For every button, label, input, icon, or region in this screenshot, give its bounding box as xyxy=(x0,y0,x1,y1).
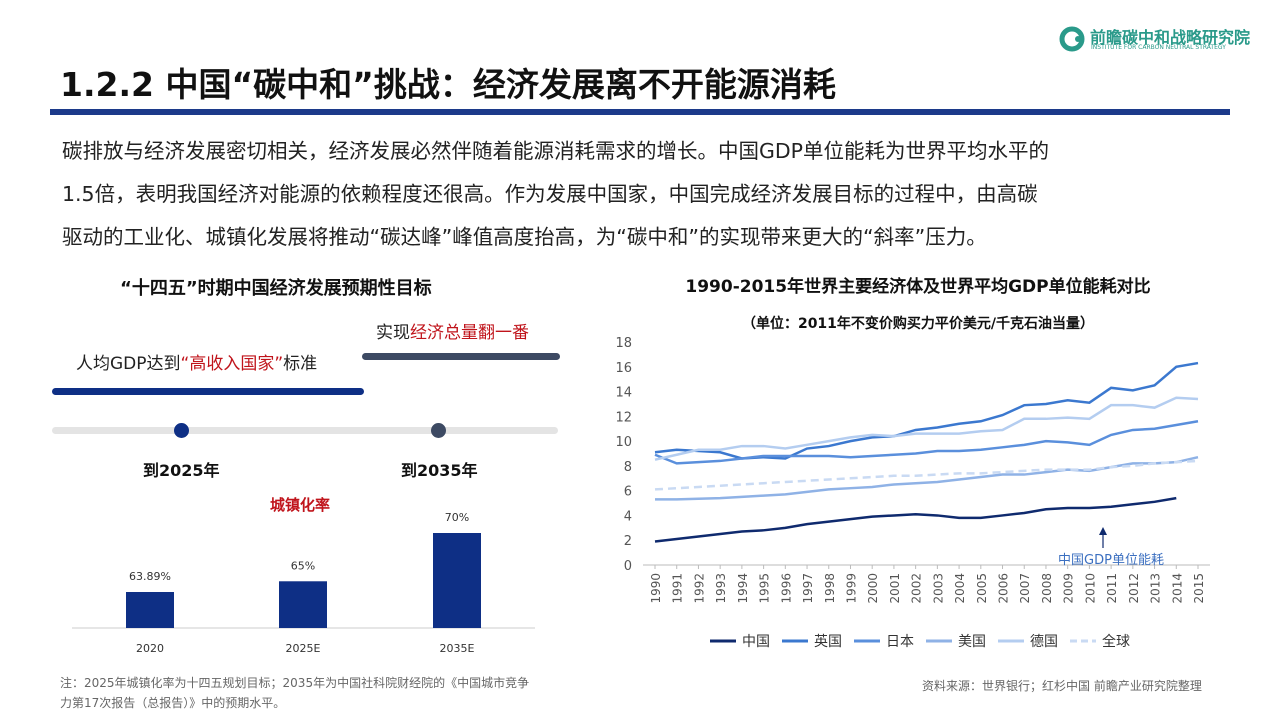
x-tick-label: 2035E xyxy=(440,642,475,655)
series-line xyxy=(654,496,1177,543)
x-tick-label: 2014 xyxy=(1170,573,1184,604)
chart-title: 1990-2015年世界主要经济体及世界平均GDP单位能耗对比 xyxy=(685,276,1150,297)
x-tick-label: 2008 xyxy=(1040,573,1054,604)
series-line xyxy=(654,361,1199,460)
x-tick-label: 2007 xyxy=(1018,573,1032,604)
y-tick-label: 0 xyxy=(624,559,632,574)
x-tick-label: 2002 xyxy=(910,573,924,604)
goal: 人均GDP达到“高收入国家”标准 xyxy=(76,349,317,374)
x-tick-label: 2020 xyxy=(136,642,164,655)
line-chart: 1990-2015年世界主要经济体及世界平均GDP单位能耗对比 （单位：2011年… xyxy=(615,276,1210,650)
legend-label: 全球 xyxy=(1102,633,1130,650)
x-tick-label: 1994 xyxy=(736,573,750,604)
timeline-track xyxy=(52,427,558,434)
legend-label: 中国 xyxy=(742,634,770,650)
legend-label: 英国 xyxy=(814,633,842,650)
y-tick-label: 14 xyxy=(615,386,632,401)
x-tick-label: 2010 xyxy=(1083,573,1097,604)
goal-text: 人均GDP达到 xyxy=(76,354,181,374)
annotation-arrowhead xyxy=(1099,527,1107,535)
x-tick-label: 1998 xyxy=(823,573,837,604)
goal-highlight: “高收入国家” xyxy=(180,354,284,374)
y-tick-label: 18 xyxy=(615,336,632,351)
goal-highlight: 经济总量翻一番 xyxy=(410,323,529,343)
x-tick-label: 1995 xyxy=(758,573,772,604)
x-tick-label: 2013 xyxy=(1149,573,1163,604)
milestone: 到2025年 xyxy=(143,461,220,480)
page-title: 1.2.2 中国“碳中和”挑战：经济发展离不开能源消耗 xyxy=(60,65,836,104)
goal-bar xyxy=(362,353,560,360)
goal-text: 标准 xyxy=(283,354,318,374)
legend-label: 日本 xyxy=(886,634,914,650)
timeline-title: “十四五”时期中国经济发展预期性目标 xyxy=(120,278,432,299)
paragraph-line: 碳排放与经济发展密切相关，经济发展必然伴随着能源消耗需求的增长。中国GDP单位能… xyxy=(62,139,1050,163)
logo-name: 前瞻碳中和战略研究院 xyxy=(1090,28,1251,47)
milestone: 到2035年 xyxy=(401,461,478,480)
source: 资料来源：世界银行；红杉中国 前瞻产业研究院整理 xyxy=(922,679,1202,693)
x-tick-label: 2025E xyxy=(286,642,321,655)
x-tick-label: 1997 xyxy=(801,573,815,604)
x-tick-label: 2015 xyxy=(1192,573,1206,604)
x-tick-label: 2003 xyxy=(931,573,945,604)
bar-chart: 城镇化率 63.89% 2020 65% 2025E 70% 2035E xyxy=(72,496,535,655)
y-tick-label: 4 xyxy=(624,509,632,524)
y-tick-label: 2 xyxy=(624,534,632,549)
x-tick-label: 1990 xyxy=(649,573,663,604)
annotation: 中国GDP单位能耗 xyxy=(1058,553,1164,568)
series-line xyxy=(654,420,1199,465)
chart-subtitle: （单位：2011年不变价购买力平价美元/千克石油当量） xyxy=(742,315,1094,332)
value-label: 63.89% xyxy=(129,570,171,583)
goal-text: 实现 xyxy=(376,323,410,343)
footnote: 注：2025年城镇化率为十四五规划目标；2035年为中国社科院财经院的《中国城市… xyxy=(60,676,530,710)
logo-subtitle: INSTITUTE FOR CARBON NEUTRAL STRATEGY xyxy=(1091,44,1226,51)
x-tick-label: 1991 xyxy=(671,573,685,604)
logo-icon xyxy=(1059,26,1085,52)
goal-bar xyxy=(52,388,364,395)
bar xyxy=(433,533,481,628)
x-tick-label: 2011 xyxy=(1105,573,1119,604)
x-tick-label: 2004 xyxy=(953,573,967,604)
paragraph-line: 1.5倍，表明我国经济对能源的依赖程度还很高。作为发展中国家，中国完成经济发展目… xyxy=(62,182,1038,206)
y-tick-label: 8 xyxy=(624,460,632,475)
y-tick-label: 12 xyxy=(615,410,632,425)
x-tick-label: 2005 xyxy=(975,573,989,604)
x-tick-label: 2000 xyxy=(866,573,880,604)
title-rule xyxy=(50,109,1230,115)
y-tick-label: 6 xyxy=(624,485,632,500)
bar xyxy=(126,592,174,628)
x-tick-label: 1999 xyxy=(844,573,858,604)
bar xyxy=(279,581,327,628)
y-tick-label: 10 xyxy=(615,435,632,450)
x-tick-label: 1993 xyxy=(714,573,728,604)
x-tick-label: 2006 xyxy=(997,573,1011,604)
legend-label: 美国 xyxy=(958,634,986,650)
value-label: 65% xyxy=(291,559,315,572)
series-line xyxy=(655,455,1199,501)
x-tick-label: 1996 xyxy=(779,573,793,604)
timeline-dot xyxy=(431,423,446,438)
x-tick-label: 2009 xyxy=(1062,573,1076,604)
y-tick-label: 16 xyxy=(615,361,632,376)
timeline-dot xyxy=(174,423,189,438)
legend-label: 德国 xyxy=(1030,634,1058,650)
x-tick-label: 2001 xyxy=(888,573,902,604)
paragraph-line: 驱动的工业化、城镇化发展将推动“碳达峰”峰值高度抬高，为“碳中和”的实现带来更大… xyxy=(62,225,987,249)
series-line xyxy=(654,396,1199,461)
x-tick-label: 1992 xyxy=(692,573,706,604)
logo xyxy=(1058,24,1086,58)
x-tick-label: 2012 xyxy=(1127,573,1141,604)
goal: 实现经济总量翻一番 xyxy=(376,318,529,343)
value-label: 70% xyxy=(445,511,469,524)
chart-title: 城镇化率 xyxy=(270,496,330,514)
